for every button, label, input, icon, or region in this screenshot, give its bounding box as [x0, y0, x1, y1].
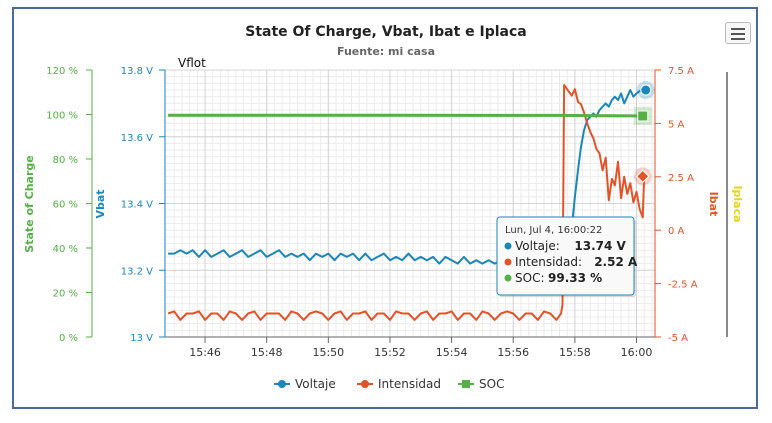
x-tick-label: 15:56	[497, 346, 529, 359]
menu-line-icon	[731, 38, 745, 40]
vbat-tick-label: 13.6 V	[121, 133, 153, 144]
tooltip-header: Lun, Jul 4, 16:00:22	[505, 225, 602, 236]
vbat-axis-title: Vbat	[94, 189, 107, 218]
menu-line-icon	[731, 33, 745, 35]
tooltip-row-value: 99.33 %	[548, 271, 602, 285]
x-tick-label: 16:00	[621, 346, 653, 359]
tooltip-row-value: 13.74 V	[574, 239, 626, 253]
soc-tick-label: 120 %	[46, 66, 78, 77]
ibat-tick-label: -2.5 A	[668, 280, 698, 291]
soc-tick-label: 80 %	[53, 155, 78, 166]
soc-tick-label: 0 %	[59, 333, 78, 344]
chart-menu-button[interactable]	[725, 22, 751, 44]
ibat-tick-label: -5 A	[668, 333, 688, 344]
x-tick-label: 15:46	[189, 346, 221, 359]
ibat-tick-label: 2.5 A	[668, 173, 694, 184]
soc-tick-label: 60 %	[53, 200, 78, 211]
series-line-intensidad	[167, 84, 646, 321]
tooltip-row-label: SOC:	[515, 271, 544, 285]
x-tick-label: 15:58	[559, 346, 591, 359]
vbat-tick-label: 13.4 V	[121, 200, 153, 211]
tooltip-dot	[504, 258, 512, 266]
tooltip-row-value: 2.52 A	[594, 255, 638, 269]
vbat-tick-label: 13.8 V	[121, 66, 153, 77]
soc-axis-title: State of Charge	[23, 155, 36, 252]
hover-marker-intensidad	[636, 169, 650, 184]
soc-tick-label: 20 %	[53, 289, 78, 300]
legend-swatch-marker	[361, 380, 369, 388]
legend-item-voltaje: Voltaje	[295, 377, 336, 391]
iplaca-axis-title: Iplaca	[731, 185, 744, 222]
vbat-tick-label: 13.2 V	[121, 266, 153, 277]
vbat-tick-label: 13 V	[130, 333, 153, 344]
tooltip-row-label: Intensidad:	[515, 255, 582, 269]
chart-subtitle: Fuente: mi casa	[337, 45, 435, 58]
legend-swatch-marker	[462, 380, 470, 388]
soc-tick-label: 100 %	[46, 111, 78, 122]
x-tick-label: 15:50	[312, 346, 344, 359]
tooltip-row-label: Voltaje:	[515, 239, 560, 253]
series-line-soc	[168, 113, 646, 118]
legend-item-intensidad: Intensidad	[378, 377, 441, 391]
tooltip-dot	[504, 242, 512, 250]
ibat-axis-title: Ibat	[707, 192, 720, 217]
tooltip-box	[496, 216, 635, 296]
legend-swatch-marker	[278, 380, 286, 388]
x-tick-label: 15:48	[251, 346, 283, 359]
annotation-vflot: Vflot	[178, 56, 206, 70]
chart-title: State Of Charge, Vbat, Ibat e Iplaca	[245, 24, 526, 40]
hover-marker-voltaje	[640, 84, 652, 96]
x-tick-label: 15:52	[374, 346, 406, 359]
ibat-tick-label: 7.5 A	[668, 66, 694, 77]
menu-line-icon	[731, 28, 745, 30]
legend-item-soc: SOC	[479, 377, 504, 391]
soc-tick-label: 40 %	[53, 244, 78, 255]
ibat-tick-label: 5 A	[668, 119, 685, 130]
x-tick-label: 15:54	[436, 346, 468, 359]
ibat-tick-label: 0 A	[668, 226, 685, 237]
tooltip-dot	[504, 274, 512, 282]
hover-marker-soc	[637, 110, 649, 122]
